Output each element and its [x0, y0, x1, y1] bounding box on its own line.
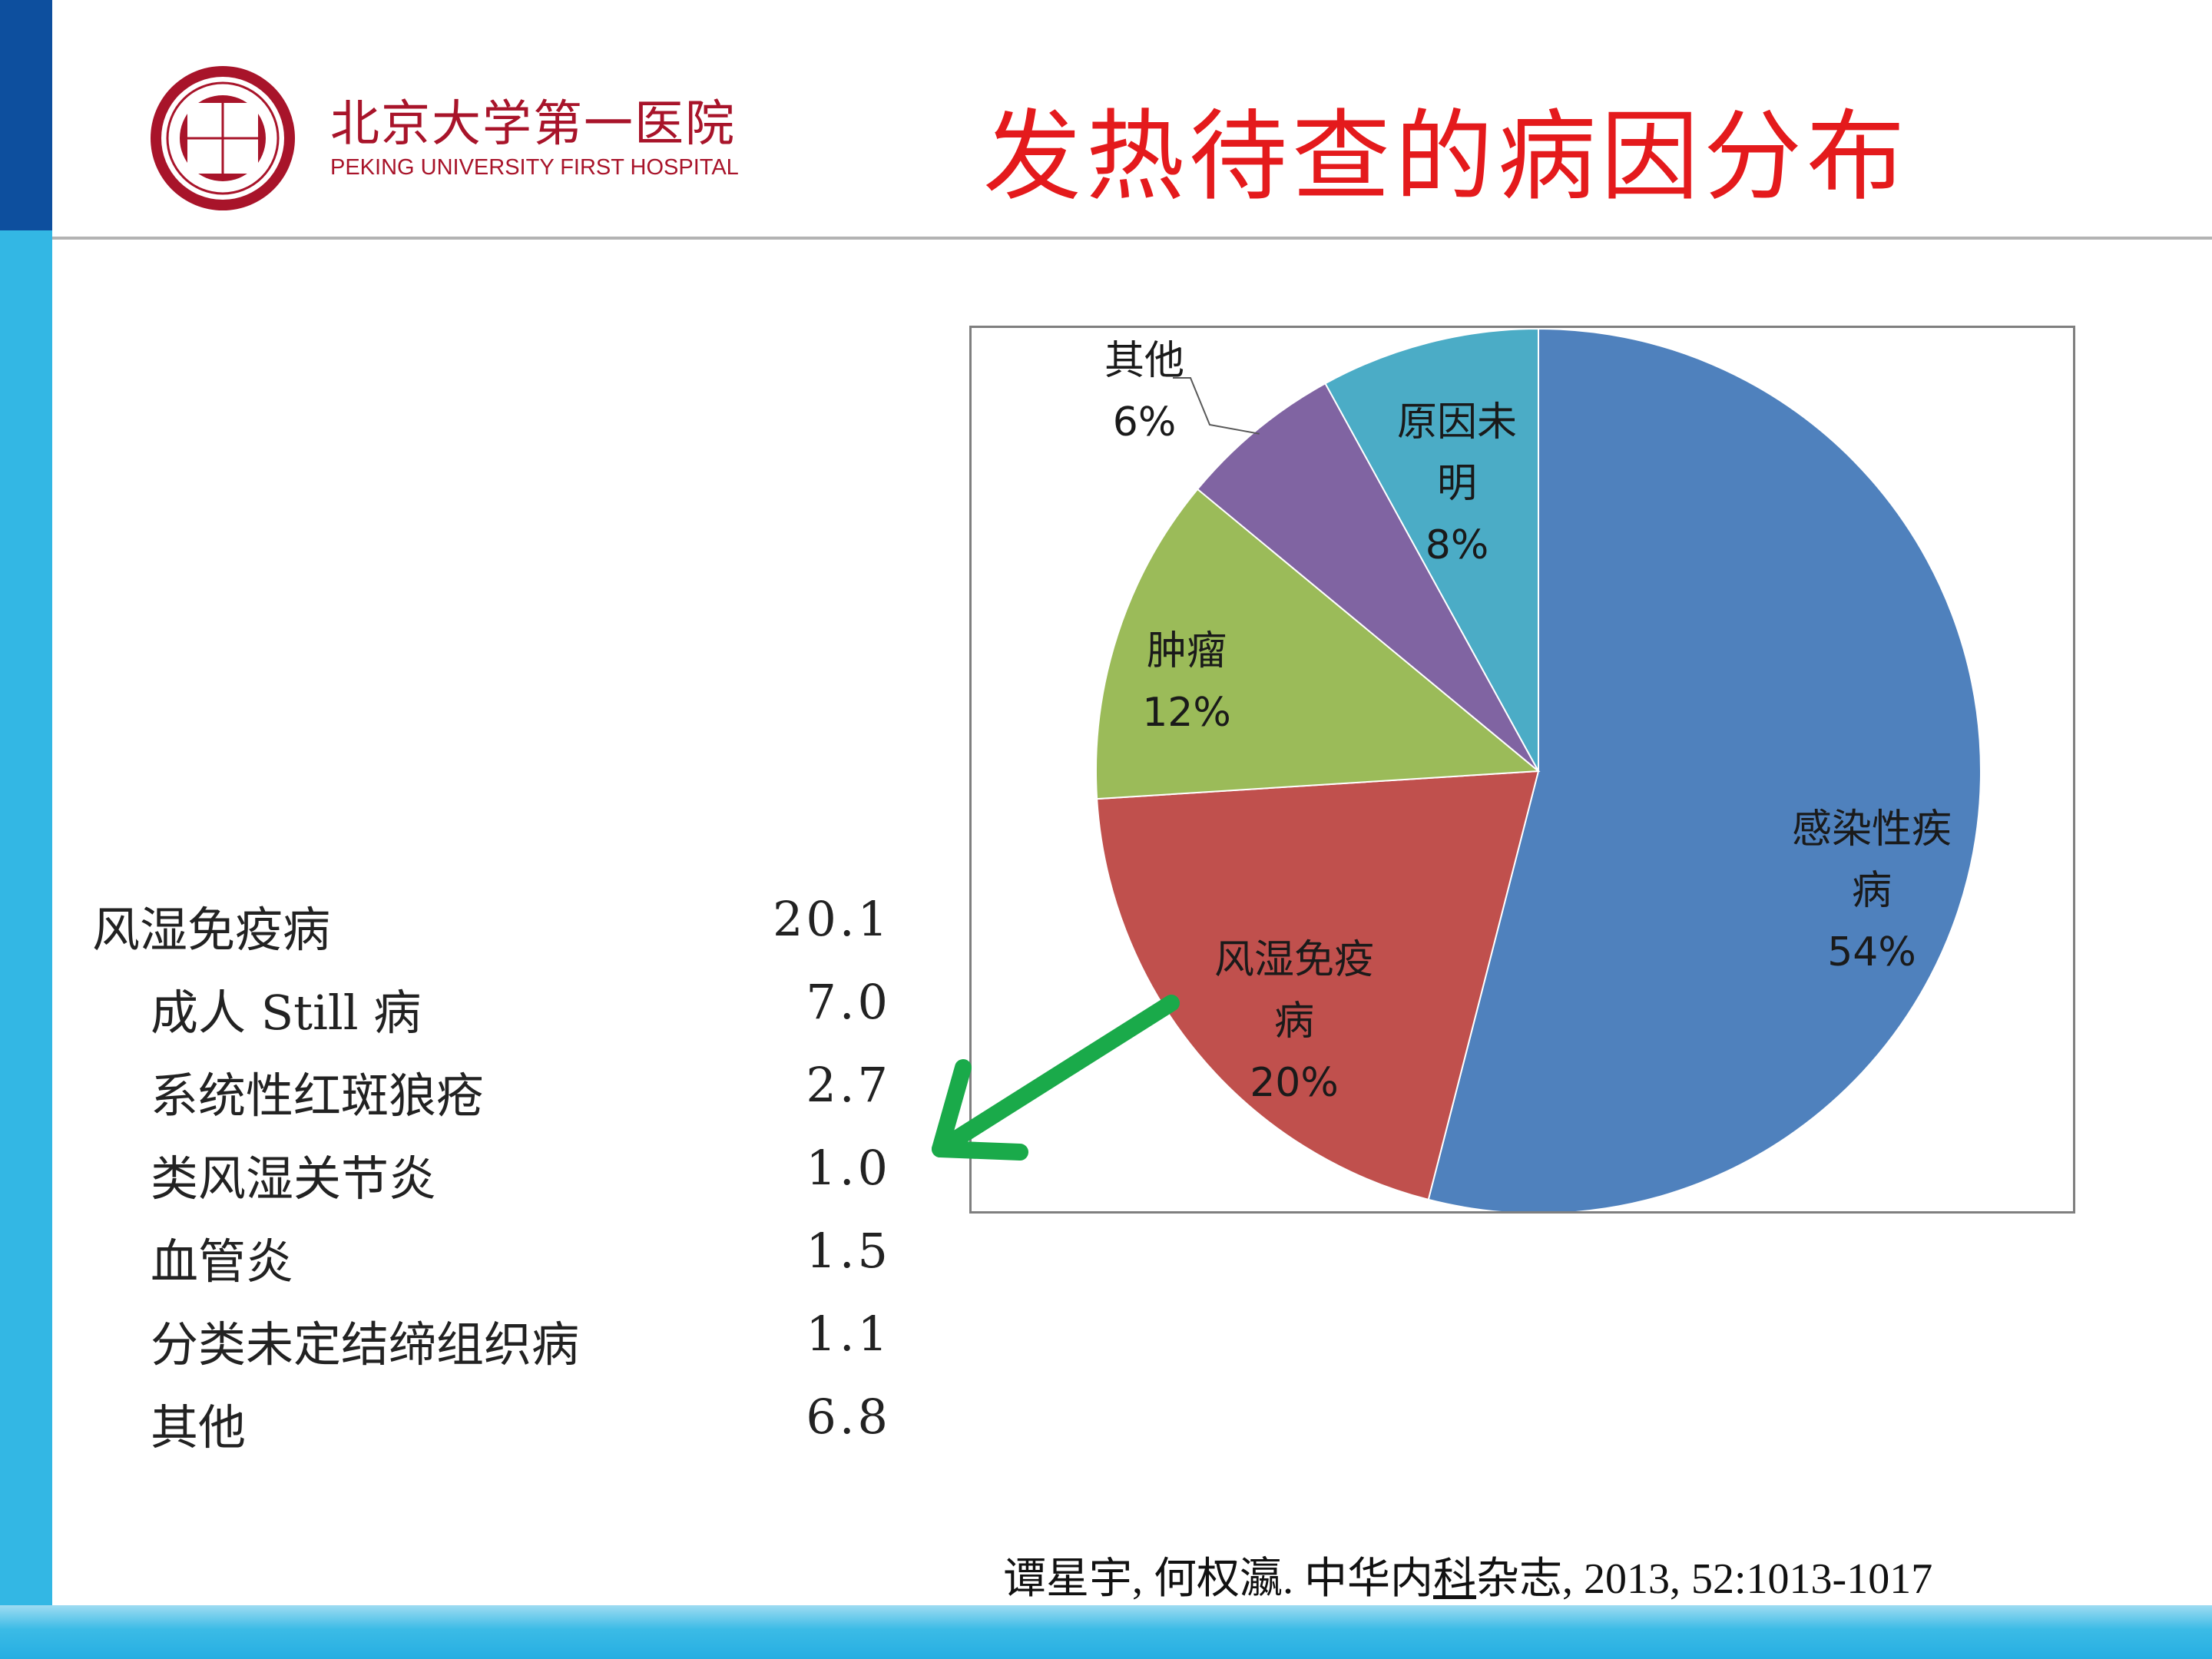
hospital-seal-icon — [151, 66, 295, 210]
table-row-label: 其他 — [151, 1399, 247, 1455]
table-row: 其他 6.8 — [92, 1389, 891, 1472]
pie-slice-label: 原因未 — [1397, 399, 1517, 445]
table-row: 血管炎 1.5 — [92, 1223, 891, 1306]
table-row-value: 7.0 — [806, 974, 891, 1030]
table-row-value: 1.0 — [806, 1140, 891, 1196]
table-row: 类风湿关节炎 1.0 — [92, 1140, 891, 1223]
pie-slice — [1095, 488, 1541, 800]
pie-slice — [1196, 382, 1539, 772]
table-row: 分类未定结缔组织病 1.1 — [92, 1306, 891, 1389]
hospital-logo: 北京大学第一医院 PEKING UNIVERSITY FIRST HOSPITA… — [146, 61, 745, 215]
pie-slice — [1427, 328, 1982, 1211]
table-row-value: 2.7 — [806, 1057, 891, 1113]
table-row-label: 成人 Still 病 — [151, 985, 422, 1041]
pie-slice-label: 风湿免疫 — [1214, 937, 1374, 983]
pie-slice-label: 肿瘤 — [1147, 628, 1227, 674]
table-row-value: 1.5 — [806, 1223, 891, 1279]
green-arrow-icon — [932, 995, 1180, 1161]
table-row-value: 20.1 — [772, 891, 891, 947]
pie-slice-percent: 12% — [1142, 690, 1231, 736]
table-row-value: 1.1 — [806, 1306, 891, 1362]
citation-text-before: 谭星宇, 何权瀛. 中华内 — [1003, 1555, 1433, 1603]
table-row-label: 血管炎 — [151, 1233, 294, 1290]
pie-slice-percent: 54% — [1827, 929, 1916, 975]
bottom-accent-band — [0, 1605, 2212, 1659]
pie-slice-label: 其他 — [1104, 338, 1184, 384]
pie-chart-frame: 感染性疾病 54% 风湿免疫病 20% 肿瘤 12% 其他 6% 原因未明 8% — [969, 326, 2075, 1214]
citation-text-after: 杂志, 2013, 52:1013-1017 — [1476, 1555, 1933, 1603]
pie-slice — [1324, 328, 1539, 772]
pie-slice-label: 病 — [1852, 868, 1892, 914]
pie-slice-label: 感染性疾 — [1792, 806, 1952, 853]
pie-slice-percent: 8% — [1426, 522, 1489, 568]
table-row: 风湿免疫病 20.1 — [92, 891, 891, 974]
table-row: 系统性红斑狼疮 2.7 — [92, 1057, 891, 1140]
pie-slice-percent: 20% — [1250, 1060, 1339, 1106]
pie-slice-percent: 6% — [1113, 399, 1177, 445]
header-divider — [52, 237, 2212, 240]
logo-chinese-name: 北京大学第一医院 — [330, 96, 736, 153]
table-row: 成人 Still 病 7.0 — [92, 974, 891, 1057]
left-accent-band — [0, 0, 52, 1659]
citation-text-underlined: 科 — [1433, 1555, 1476, 1603]
table-row-label: 分类未定结缔组织病 — [151, 1316, 580, 1373]
pie-slice-label: 病 — [1274, 998, 1314, 1045]
table-row-label: 风湿免疫病 — [92, 902, 331, 958]
table-row-value: 6.8 — [806, 1389, 891, 1445]
table-row-label: 类风湿关节炎 — [151, 1151, 437, 1207]
slide-title: 发热待查的病因分布 — [983, 100, 1910, 214]
pie-slice — [1096, 770, 1540, 1201]
logo-english-name: PEKING UNIVERSITY FIRST HOSPITAL — [330, 155, 739, 180]
pie-leader-line — [1173, 377, 1260, 435]
pie-slice-label: 明 — [1437, 461, 1477, 507]
table-row-label: 系统性红斑狼疮 — [151, 1068, 485, 1124]
reference-citation: 谭星宇, 何权瀛. 中华内科杂志, 2013, 52:1013-1017 — [1003, 1544, 1932, 1606]
rheumatic-disease-table: 风湿免疫病 20.1 成人 Still 病 7.0 系统性红斑狼疮 2.7 类风湿关节炎 1.… — [92, 891, 891, 1472]
left-accent-band-top — [0, 0, 52, 230]
